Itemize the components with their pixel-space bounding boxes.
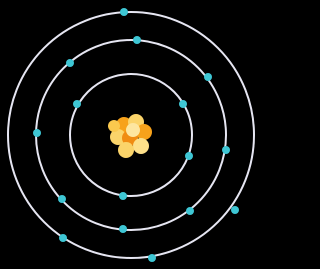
electron [204, 73, 212, 81]
electron [119, 192, 127, 200]
electron [73, 100, 81, 108]
electron [148, 254, 156, 262]
electron [33, 129, 41, 137]
atom-diagram [0, 0, 268, 269]
electron [66, 59, 74, 67]
electron [120, 8, 128, 16]
electron [119, 225, 127, 233]
electron [185, 152, 193, 160]
electron [186, 207, 194, 215]
electron [231, 206, 239, 214]
nucleon [108, 120, 120, 132]
nucleon [118, 142, 134, 158]
electron [133, 36, 141, 44]
electron [179, 100, 187, 108]
nucleon [126, 123, 140, 137]
electron [58, 195, 66, 203]
nucleon [133, 138, 149, 154]
page: {} [0, 0, 268, 269]
electron [59, 234, 67, 242]
electron [222, 146, 230, 154]
